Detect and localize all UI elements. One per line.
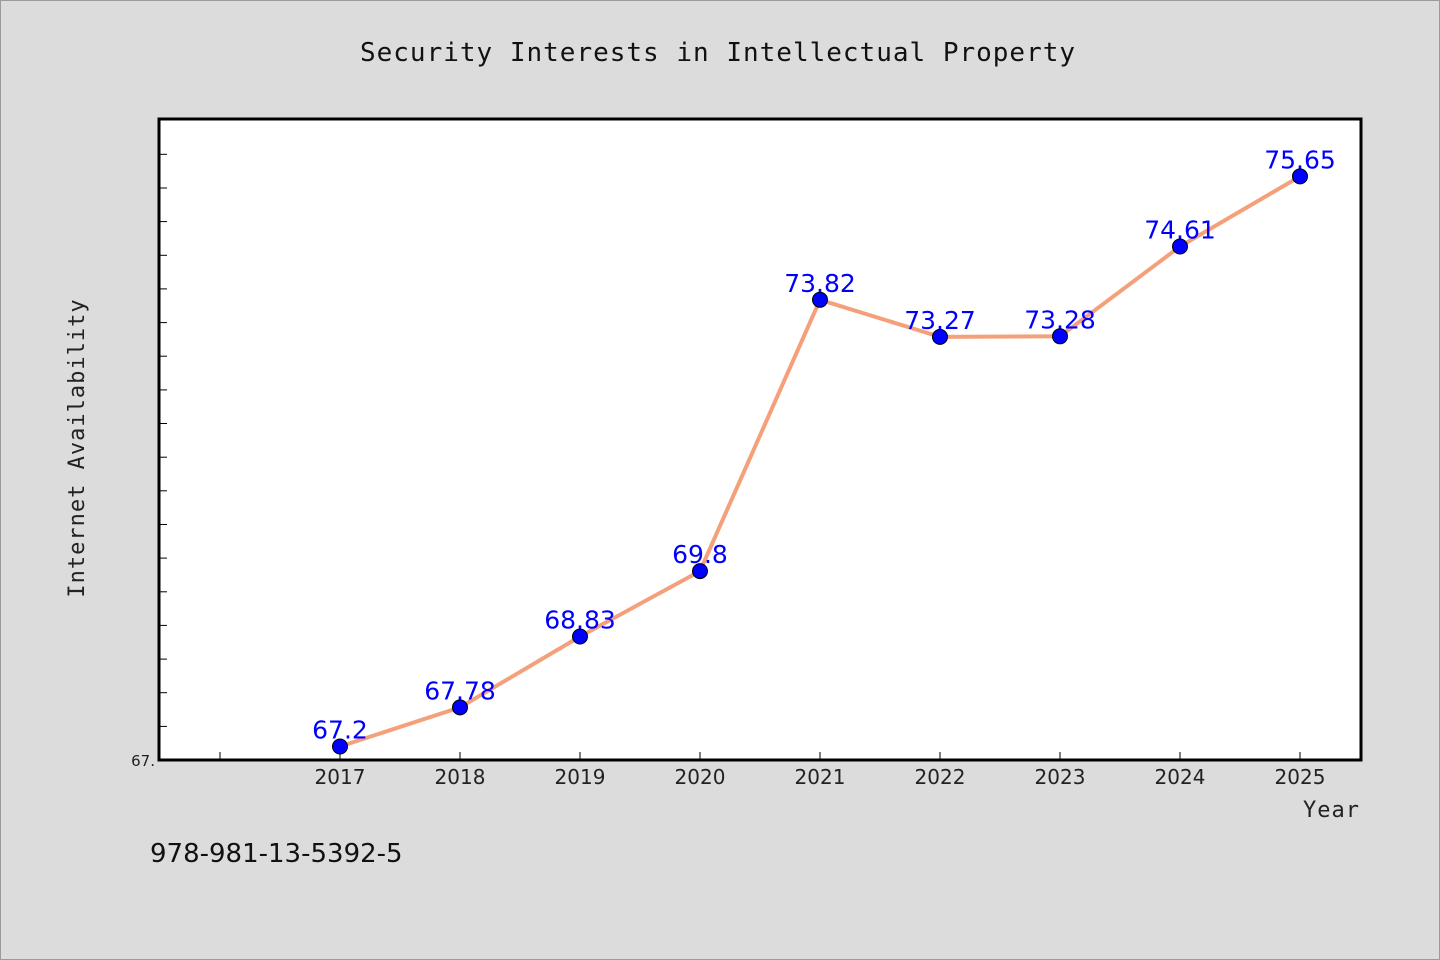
x-tick-label: 2017 <box>315 765 366 789</box>
x-tick-label: 2019 <box>555 765 606 789</box>
data-point <box>452 699 468 716</box>
isbn-text: 978-981-13-5392-5 <box>150 839 403 869</box>
data-label: 68.83 <box>544 606 616 635</box>
data-label: 73.28 <box>1024 305 1096 334</box>
y-axis-ticks <box>159 153 167 727</box>
data-point <box>692 563 708 580</box>
x-axis-tick-labels: 2017 2018 2019 2020 2021 2022 2023 2024 2025 <box>315 765 1326 789</box>
plot-area <box>157 117 1363 762</box>
x-tick-label: 2022 <box>915 765 966 789</box>
data-point <box>572 628 588 645</box>
x-tick-label: 2021 <box>795 765 846 789</box>
data-label: 69.8 <box>672 540 728 569</box>
x-tick-label: 2018 <box>435 765 486 789</box>
data-point <box>1292 168 1308 185</box>
x-tick-label: 2023 <box>1035 765 1086 789</box>
x-tick-label: 2025 <box>1275 765 1326 789</box>
x-tick-label: 2024 <box>1155 765 1206 789</box>
data-label: 75.65 <box>1264 145 1336 174</box>
data-point <box>1052 328 1068 345</box>
data-point <box>932 328 948 345</box>
x-tick-label: 2020 <box>675 765 726 789</box>
data-label: 67.78 <box>424 676 496 705</box>
y-tick-label: 67. <box>131 752 155 770</box>
data-point <box>812 291 828 308</box>
data-labels: 67.2 67.78 68.83 69.8 73.82 73.27 73.28 74.61 75… <box>312 145 1336 744</box>
data-point <box>1172 238 1188 255</box>
data-label: 73.82 <box>784 269 856 298</box>
data-point <box>332 738 348 755</box>
data-label: 67.2 <box>312 716 368 745</box>
y-axis-tick-labels: 67. <box>131 752 155 770</box>
x-axis-ticks <box>219 752 1301 760</box>
data-label: 74.61 <box>1144 216 1216 245</box>
y-axis-label: Internet Availability <box>65 298 90 597</box>
series-markers <box>332 168 1308 755</box>
chart-title: Security Interests in Intellectual Prope… <box>360 38 1076 68</box>
data-label: 73.27 <box>904 306 976 335</box>
x-axis-label: Year <box>1303 798 1360 823</box>
